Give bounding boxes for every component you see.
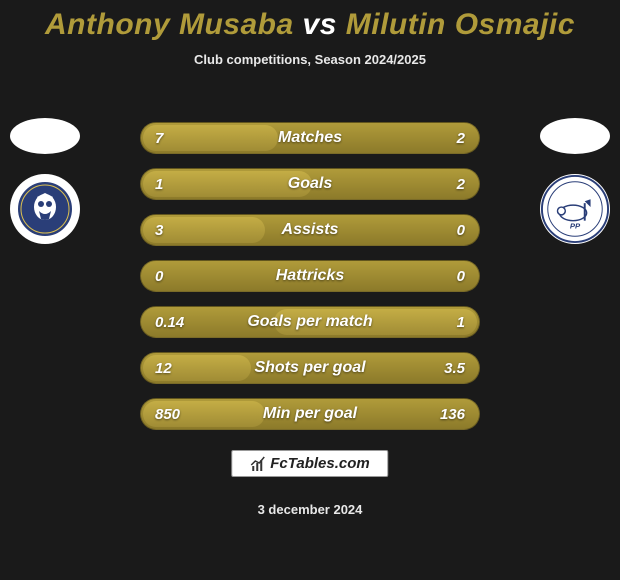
watermark-text: FcTables.com	[270, 455, 369, 472]
player2-club-badge-icon: PP	[540, 174, 610, 244]
stat-value-right: 2	[457, 130, 465, 147]
stat-value-right: 136	[440, 406, 465, 423]
stat-row: 0Hattricks0	[140, 260, 480, 292]
stat-value-left: 0	[155, 268, 163, 285]
stat-label: Shots per goal	[141, 359, 479, 377]
stat-value-right: 1	[457, 314, 465, 331]
watermark: FcTables.com	[231, 450, 388, 477]
vs-text: vs	[303, 8, 337, 41]
stat-value-left: 7	[155, 130, 163, 147]
chart-icon	[250, 456, 266, 472]
player2-silhouette-icon	[540, 118, 610, 154]
stat-value-left: 12	[155, 360, 172, 377]
player1-silhouette-icon	[10, 118, 80, 154]
player1-name: Anthony Musaba	[45, 8, 294, 41]
stat-value-left: 3	[155, 222, 163, 239]
stat-row: 0.14Goals per match1	[140, 306, 480, 338]
stat-label: Hattricks	[141, 267, 479, 285]
stat-row: 12Shots per goal3.5	[140, 352, 480, 384]
owl-badge-icon	[15, 179, 75, 239]
stat-label: Goals	[141, 175, 479, 193]
stat-row: 7Matches2	[140, 122, 480, 154]
stat-value-right: 2	[457, 176, 465, 193]
stat-label: Matches	[141, 129, 479, 147]
page-title: Anthony Musaba vs Milutin Osmajic	[0, 0, 620, 42]
stat-label: Goals per match	[141, 313, 479, 331]
stat-value-right: 0	[457, 222, 465, 239]
date-text: 3 december 2024	[0, 502, 620, 517]
stat-value-left: 850	[155, 406, 180, 423]
stat-label: Min per goal	[141, 405, 479, 423]
player2-name: Milutin Osmajic	[346, 8, 575, 41]
stat-value-left: 1	[155, 176, 163, 193]
lamb-badge-icon: PP	[540, 173, 610, 245]
player-left-col	[0, 118, 90, 244]
stats-chart: 7Matches21Goals23Assists00Hattricks00.14…	[140, 122, 480, 430]
stat-row: 3Assists0	[140, 214, 480, 246]
stat-value-right: 0	[457, 268, 465, 285]
player1-club-badge-icon	[10, 174, 80, 244]
stat-value-right: 3.5	[444, 360, 465, 377]
player-right-col: PP	[530, 118, 620, 244]
stat-row: 1Goals2	[140, 168, 480, 200]
stat-value-left: 0.14	[155, 314, 184, 331]
stat-label: Assists	[141, 221, 479, 239]
svg-text:PP: PP	[570, 221, 581, 230]
subtitle: Club competitions, Season 2024/2025	[0, 52, 620, 67]
stat-row: 850Min per goal136	[140, 398, 480, 430]
